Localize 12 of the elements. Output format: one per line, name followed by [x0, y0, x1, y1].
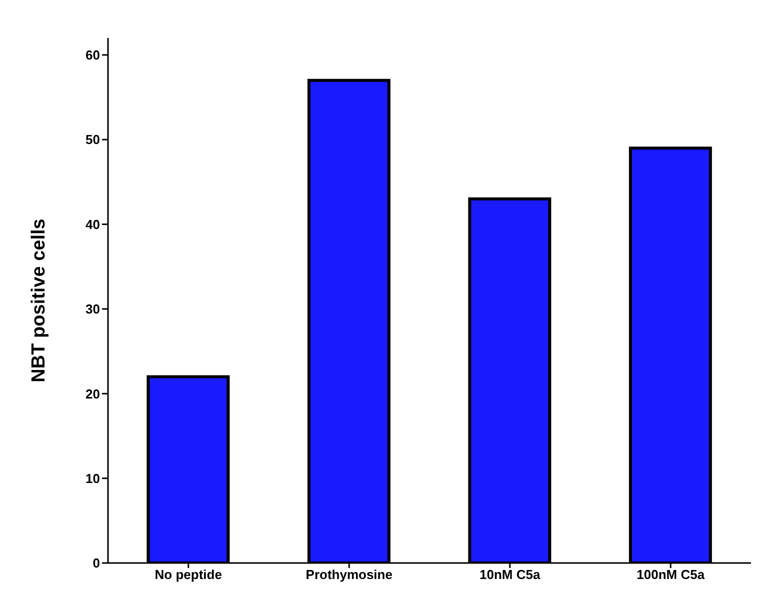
y-tick-label: 60: [86, 48, 100, 63]
x-tick-label: No peptide: [154, 567, 222, 582]
y-tick-label: 20: [86, 386, 100, 402]
y-tick-label: 10: [86, 470, 100, 486]
y-tick-label: 40: [86, 216, 100, 232]
y-tick-label: 0: [92, 556, 100, 571]
x-tick-label: 100nM C5a: [636, 567, 706, 582]
y-tick-label: 50: [86, 132, 100, 148]
y-tick-label: 30: [86, 302, 100, 317]
x-tick-label: Prothymosine: [306, 567, 392, 582]
y-axis-title: NBT positive cells: [28, 218, 50, 382]
x-tick-label: 10nM C5a: [480, 567, 541, 582]
